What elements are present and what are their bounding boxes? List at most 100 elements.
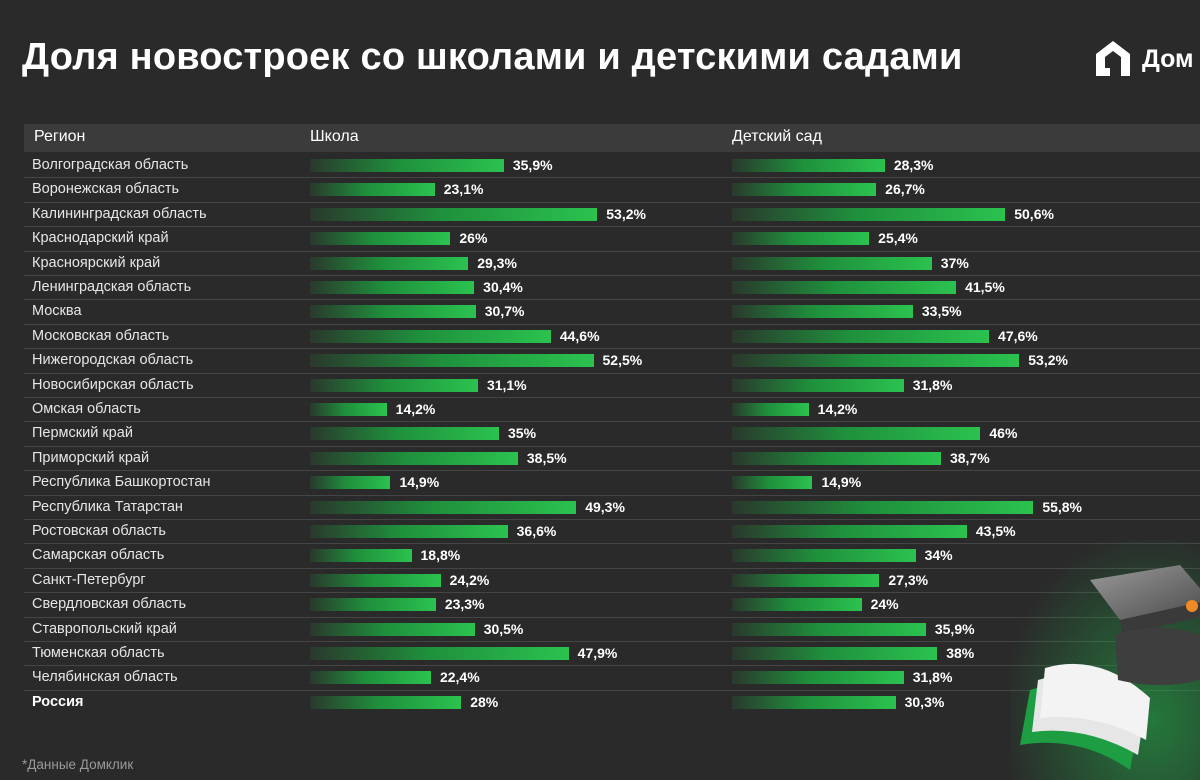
school-bar bbox=[310, 378, 478, 392]
row-separator bbox=[24, 616, 1200, 618]
row-separator bbox=[24, 543, 1200, 545]
kindergarten-bar bbox=[732, 354, 1020, 368]
row-separator bbox=[24, 299, 1200, 301]
kindergarten-value-label: 30,3% bbox=[904, 693, 945, 710]
school-value-label: 35% bbox=[508, 425, 537, 442]
kindergarten-value-label: 27,3% bbox=[888, 571, 929, 588]
kindergarten-value-label: 14,2% bbox=[817, 401, 858, 417]
kindergarten-value-label: 35,9% bbox=[934, 620, 975, 637]
school-value-label: 30,7% bbox=[484, 303, 525, 320]
kindergarten-bar bbox=[732, 232, 870, 246]
kindergarten-value-label: 24% bbox=[870, 596, 899, 613]
row-separator bbox=[24, 250, 1200, 252]
school-bar bbox=[310, 427, 499, 441]
school-value-label: 28% bbox=[470, 693, 499, 710]
school-bar bbox=[310, 622, 475, 636]
region-label: Московская область bbox=[32, 327, 170, 344]
school-value-label: 26% bbox=[459, 230, 488, 247]
row-separator bbox=[24, 275, 1200, 276]
school-bar bbox=[310, 281, 475, 294]
school-value-label: 38,5% bbox=[526, 449, 567, 466]
kindergarten-value-label: 14,9% bbox=[821, 474, 862, 491]
kindergarten-bar bbox=[732, 378, 904, 392]
school-bar bbox=[310, 159, 504, 172]
school-value-label: 30,5% bbox=[483, 620, 524, 637]
kindergarten-value-label: 47,6% bbox=[998, 327, 1038, 344]
kindergarten-value-label: 25,4% bbox=[878, 230, 918, 247]
row-separator bbox=[24, 665, 1200, 667]
kindergarten-bar bbox=[732, 598, 862, 612]
region-label: Пермский край bbox=[32, 425, 133, 442]
kindergarten-value-label: 33,5% bbox=[921, 303, 962, 320]
region-label: Свердловская область bbox=[32, 596, 187, 613]
row-separator bbox=[24, 372, 1200, 374]
school-value-label: 23,1% bbox=[443, 181, 484, 198]
kindergarten-bar bbox=[732, 671, 904, 685]
school-value-label: 29,3% bbox=[477, 254, 517, 271]
school-bar bbox=[310, 525, 508, 538]
school-bar bbox=[310, 207, 598, 221]
kindergarten-value-label: 43,5% bbox=[975, 523, 1016, 539]
school-value-label: 14,2% bbox=[395, 401, 436, 417]
region-label: Воронежская область bbox=[32, 181, 180, 198]
kindergarten-bar bbox=[732, 549, 916, 563]
school-bar bbox=[310, 476, 391, 490]
school-value-label: 47,9% bbox=[577, 645, 618, 661]
school-value-label: 24,2% bbox=[449, 571, 490, 588]
region-label: Республика Башкортостан bbox=[32, 474, 211, 491]
row-separator bbox=[24, 177, 1200, 179]
school-bar bbox=[310, 549, 412, 563]
row-separator bbox=[24, 323, 1200, 325]
region-label: Москва bbox=[32, 303, 82, 320]
region-label: Самарская область bbox=[32, 547, 165, 564]
kindergarten-value-label: 31,8% bbox=[912, 376, 953, 393]
header-kindergarten: Детский сад bbox=[732, 128, 822, 145]
kindergarten-value-label: 38,7% bbox=[949, 449, 990, 466]
row-separator bbox=[24, 567, 1200, 569]
school-value-label: 44,6% bbox=[559, 327, 600, 344]
school-bar bbox=[310, 232, 451, 246]
kindergarten-bar bbox=[732, 525, 967, 538]
kindergarten-bar bbox=[732, 647, 938, 660]
kindergarten-bar bbox=[732, 500, 1034, 514]
kindergarten-value-label: 26,7% bbox=[885, 181, 925, 198]
row-separator bbox=[24, 226, 1200, 228]
school-value-label: 49,3% bbox=[585, 498, 625, 515]
graduation-cap-book-illustration bbox=[1010, 540, 1200, 780]
page-title: Доля новостроек со школами и детскими са… bbox=[22, 36, 963, 78]
kindergarten-value-label: 38% bbox=[946, 645, 975, 661]
row-separator bbox=[24, 689, 1200, 691]
kindergarten-bar bbox=[732, 695, 896, 709]
row-separator bbox=[24, 445, 1200, 447]
school-value-label: 14,9% bbox=[399, 474, 440, 491]
row-separator bbox=[24, 494, 1200, 496]
school-bar bbox=[310, 354, 594, 368]
school-value-label: 18,8% bbox=[420, 547, 461, 564]
kindergarten-bar bbox=[732, 183, 877, 197]
kindergarten-value-label: 34% bbox=[924, 547, 953, 564]
region-label: Волгоградская область bbox=[32, 157, 189, 173]
kindergarten-value-label: 55,8% bbox=[1042, 498, 1083, 515]
region-label: Челябинская область bbox=[32, 669, 178, 686]
kindergarten-bar bbox=[732, 256, 932, 270]
kindergarten-bar bbox=[732, 451, 941, 465]
school-value-label: 30,4% bbox=[483, 279, 523, 295]
region-label: Калининградская область bbox=[32, 205, 207, 222]
kindergarten-bar bbox=[732, 329, 990, 343]
kindergarten-bar bbox=[732, 207, 1006, 221]
kindergarten-bar bbox=[732, 159, 885, 172]
region-label: Красноярский край bbox=[32, 254, 161, 271]
header-school: Школа bbox=[310, 128, 359, 145]
kindergarten-bar bbox=[732, 573, 880, 587]
row-separator bbox=[24, 592, 1200, 594]
region-label: Нижегородская область bbox=[32, 352, 194, 369]
region-label: Россия bbox=[32, 693, 84, 710]
school-bar bbox=[310, 598, 436, 612]
row-separator bbox=[24, 348, 1200, 350]
kindergarten-value-label: 37% bbox=[940, 254, 969, 271]
row-separator bbox=[24, 397, 1200, 398]
kindergarten-value-label: 31,8% bbox=[912, 669, 953, 686]
school-bar bbox=[310, 183, 435, 197]
school-value-label: 23,3% bbox=[444, 596, 485, 613]
kindergarten-bar bbox=[732, 281, 957, 294]
